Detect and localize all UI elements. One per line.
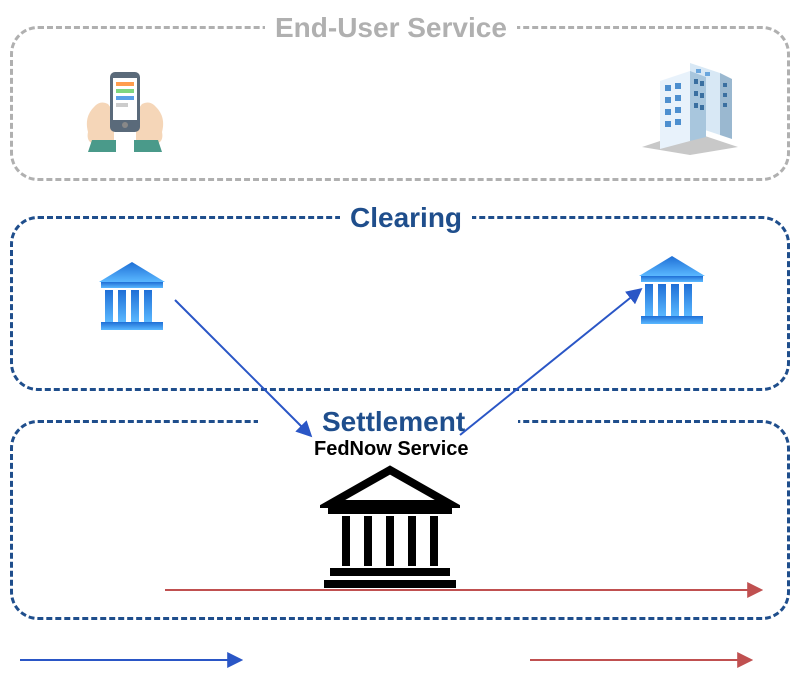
layer-clearing-title: Clearing (340, 200, 472, 236)
layer-settlement-subtitle: FedNow Service (308, 438, 475, 461)
building-icon (640, 55, 740, 155)
fed-bank-icon (320, 462, 460, 592)
bank-left-icon (95, 260, 169, 334)
layer-settlement-title: Settlement (312, 404, 475, 440)
layer-end-user-title: End-User Service (265, 10, 517, 46)
phone-user-icon (80, 62, 170, 152)
bank-right-icon (635, 254, 709, 328)
